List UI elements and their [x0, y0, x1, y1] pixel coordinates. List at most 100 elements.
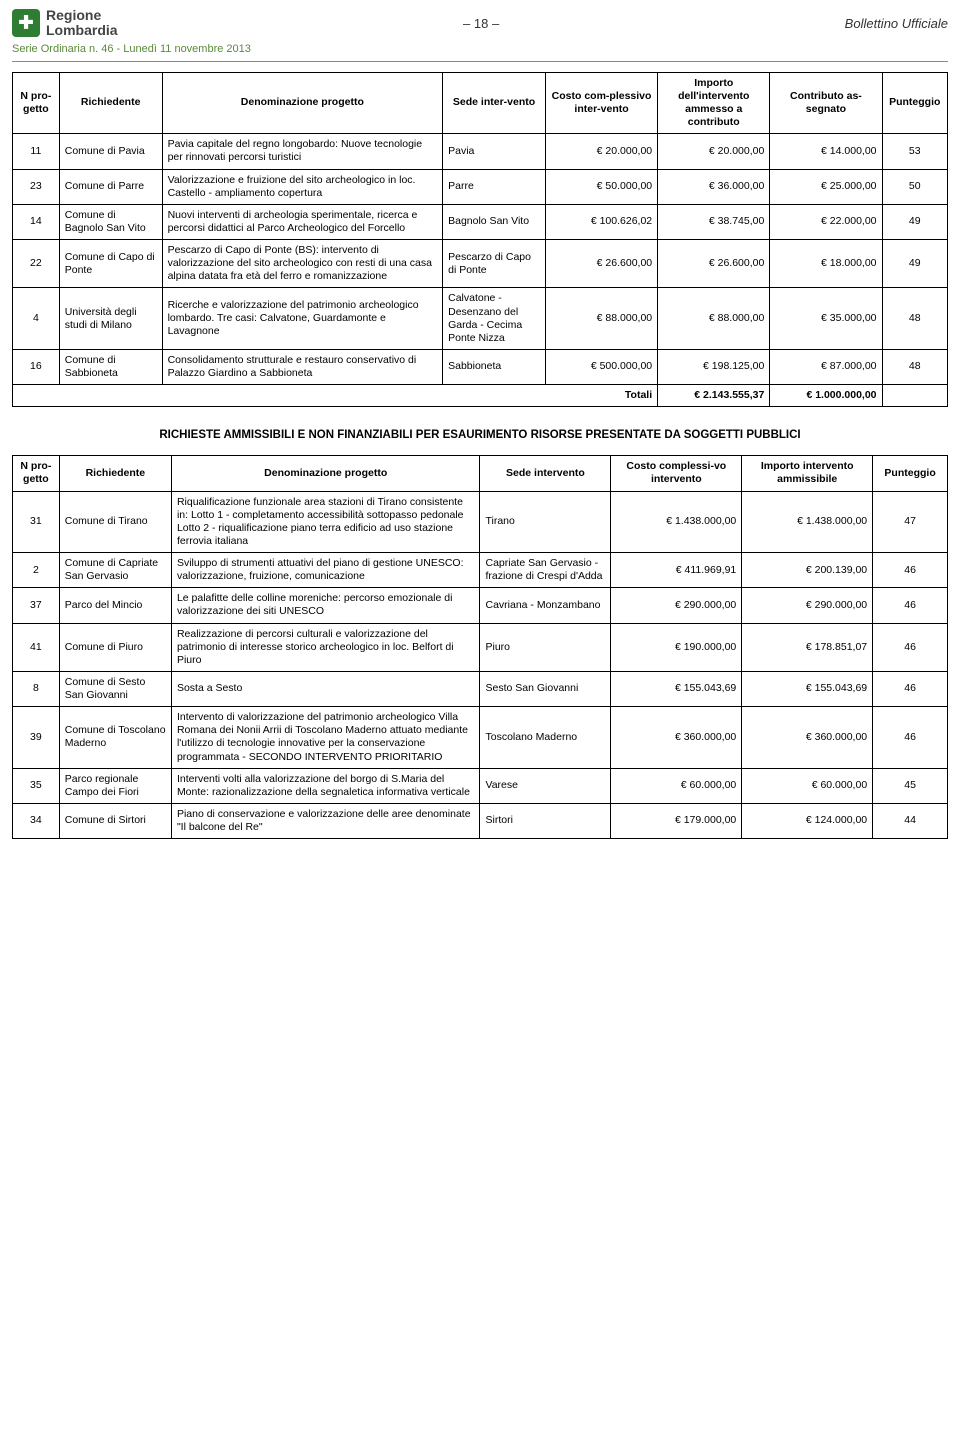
- cell-richiedente: Università degli studi di Milano: [59, 288, 162, 350]
- cell-sede: Calvatone - Desenzano del Garda - Cecima…: [443, 288, 546, 350]
- totali-contributo: € 1.000.000,00: [770, 385, 882, 407]
- cell-denominazione: Interventi volti alla valorizzazione del…: [171, 768, 480, 803]
- cell-importo: € 290.000,00: [742, 588, 873, 623]
- cell-costo: € 1.438.000,00: [611, 491, 742, 553]
- cell-sede: Bagnolo San Vito: [443, 204, 546, 239]
- col-punteggio: Punteggio: [873, 456, 948, 491]
- cell-contributo: € 14.000,00: [770, 134, 882, 169]
- col-n: N pro-getto: [13, 72, 60, 134]
- cell-richiedente: Comune di Tirano: [59, 491, 171, 553]
- col-denominazione: Denominazione progetto: [162, 72, 443, 134]
- cell-costo: € 26.600,00: [545, 240, 657, 288]
- section2-title: RICHIESTE AMMISSIBILI E NON FINANZIABILI…: [12, 429, 948, 441]
- cell-sede: Sirtori: [480, 803, 611, 838]
- cell-costo: € 290.000,00: [611, 588, 742, 623]
- cell-denominazione: Sviluppo di strumenti attuativi del pian…: [171, 553, 480, 588]
- cell-importo: € 88.000,00: [658, 288, 770, 350]
- cell-richiedente: Comune di Pavia: [59, 134, 162, 169]
- col-sede: Sede inter-vento: [443, 72, 546, 134]
- cell-importo: € 198.125,00: [658, 349, 770, 384]
- cell-sede: Tirano: [480, 491, 611, 553]
- bollettino-title: Bollettino Ufficiale: [845, 16, 948, 31]
- table-nonfinanced-projects: N pro-getto Richiedente Denominazione pr…: [12, 455, 948, 839]
- col-importo: Importo intervento ammissibile: [742, 456, 873, 491]
- cell-richiedente: Comune di Sirtori: [59, 803, 171, 838]
- cell-costo: € 100.626,02: [545, 204, 657, 239]
- cell-richiedente: Parco regionale Campo dei Fiori: [59, 768, 171, 803]
- cell-denominazione: Sosta a Sesto: [171, 671, 480, 706]
- logo-line1: Regione: [46, 8, 118, 23]
- cell-importo: € 360.000,00: [742, 707, 873, 769]
- header-rule: [12, 61, 948, 62]
- table-row: 34Comune di SirtoriPiano di conservazion…: [13, 803, 948, 838]
- cell-costo: € 360.000,00: [611, 707, 742, 769]
- table-row: 14Comune di Bagnolo San VitoNuovi interv…: [13, 204, 948, 239]
- cell-importo: € 60.000,00: [742, 768, 873, 803]
- cell-punteggio: 46: [873, 623, 948, 671]
- cell-importo: € 124.000,00: [742, 803, 873, 838]
- cell-denominazione: Pescarzo di Capo di Ponte (BS): interven…: [162, 240, 443, 288]
- cell-sede: Parre: [443, 169, 546, 204]
- cell-denominazione: Valorizzazione e fruizione del sito arch…: [162, 169, 443, 204]
- cell-n: 8: [13, 671, 60, 706]
- cell-denominazione: Pavia capitale del regno longobardo: Nuo…: [162, 134, 443, 169]
- cell-richiedente: Comune di Sabbioneta: [59, 349, 162, 384]
- cell-n: 34: [13, 803, 60, 838]
- cell-richiedente: Comune di Parre: [59, 169, 162, 204]
- table-header-row: N pro-getto Richiedente Denominazione pr…: [13, 456, 948, 491]
- table-row: 37Parco del MincioLe palafitte delle col…: [13, 588, 948, 623]
- cell-costo: € 190.000,00: [611, 623, 742, 671]
- cell-importo: € 38.745,00: [658, 204, 770, 239]
- cell-n: 22: [13, 240, 60, 288]
- cell-punteggio: 47: [873, 491, 948, 553]
- cell-n: 16: [13, 349, 60, 384]
- cell-sede: Sabbioneta: [443, 349, 546, 384]
- cell-punteggio: 44: [873, 803, 948, 838]
- cell-richiedente: Comune di Piuro: [59, 623, 171, 671]
- cell-punteggio: 46: [873, 588, 948, 623]
- table-row: 31Comune di TiranoRiqualificazione funzi…: [13, 491, 948, 553]
- cell-punteggio: 50: [882, 169, 947, 204]
- cell-contributo: € 35.000,00: [770, 288, 882, 350]
- cell-importo: € 200.139,00: [742, 553, 873, 588]
- table-row: 8Comune di Sesto San GiovanniSosta a Ses…: [13, 671, 948, 706]
- col-costo: Costo complessi-vo intervento: [611, 456, 742, 491]
- cell-denominazione: Piano di conservazione e valorizzazione …: [171, 803, 480, 838]
- table-financed-projects: N pro-getto Richiedente Denominazione pr…: [12, 72, 948, 408]
- table-row: 23Comune di ParreValorizzazione e fruizi…: [13, 169, 948, 204]
- cell-costo: € 155.043,69: [611, 671, 742, 706]
- totali-row: Totali € 2.143.555,37 € 1.000.000,00: [13, 385, 948, 407]
- table-row: 11Comune di PaviaPavia capitale del regn…: [13, 134, 948, 169]
- table-row: 39Comune di Toscolano MadernoIntervento …: [13, 707, 948, 769]
- cell-sede: Piuro: [480, 623, 611, 671]
- cell-denominazione: Riqualificazione funzionale area stazion…: [171, 491, 480, 553]
- cell-denominazione: Consolidamento strutturale e restauro co…: [162, 349, 443, 384]
- cell-costo: € 500.000,00: [545, 349, 657, 384]
- cell-n: 37: [13, 588, 60, 623]
- cell-richiedente: Comune di Capo di Ponte: [59, 240, 162, 288]
- cell-punteggio: 53: [882, 134, 947, 169]
- cell-denominazione: Ricerche e valorizzazione del patrimonio…: [162, 288, 443, 350]
- cell-denominazione: Nuovi interventi di archeologia sperimen…: [162, 204, 443, 239]
- col-punteggio: Punteggio: [882, 72, 947, 134]
- col-denominazione: Denominazione progetto: [171, 456, 480, 491]
- cell-denominazione: Intervento di valorizzazione del patrimo…: [171, 707, 480, 769]
- cell-importo: € 155.043,69: [742, 671, 873, 706]
- cell-n: 11: [13, 134, 60, 169]
- cell-contributo: € 18.000,00: [770, 240, 882, 288]
- col-richiedente: Richiedente: [59, 72, 162, 134]
- cell-punteggio: 45: [873, 768, 948, 803]
- cell-contributo: € 22.000,00: [770, 204, 882, 239]
- cell-richiedente: Comune di Bagnolo San Vito: [59, 204, 162, 239]
- table-header-row: N pro-getto Richiedente Denominazione pr…: [13, 72, 948, 134]
- cell-punteggio: 46: [873, 671, 948, 706]
- col-richiedente: Richiedente: [59, 456, 171, 491]
- cell-n: 23: [13, 169, 60, 204]
- col-sede: Sede intervento: [480, 456, 611, 491]
- cell-contributo: € 87.000,00: [770, 349, 882, 384]
- cell-costo: € 411.969,91: [611, 553, 742, 588]
- page-number: – 18 –: [463, 16, 499, 31]
- cell-n: 4: [13, 288, 60, 350]
- logo-block: Regione Lombardia: [12, 8, 118, 39]
- totali-empty: [882, 385, 947, 407]
